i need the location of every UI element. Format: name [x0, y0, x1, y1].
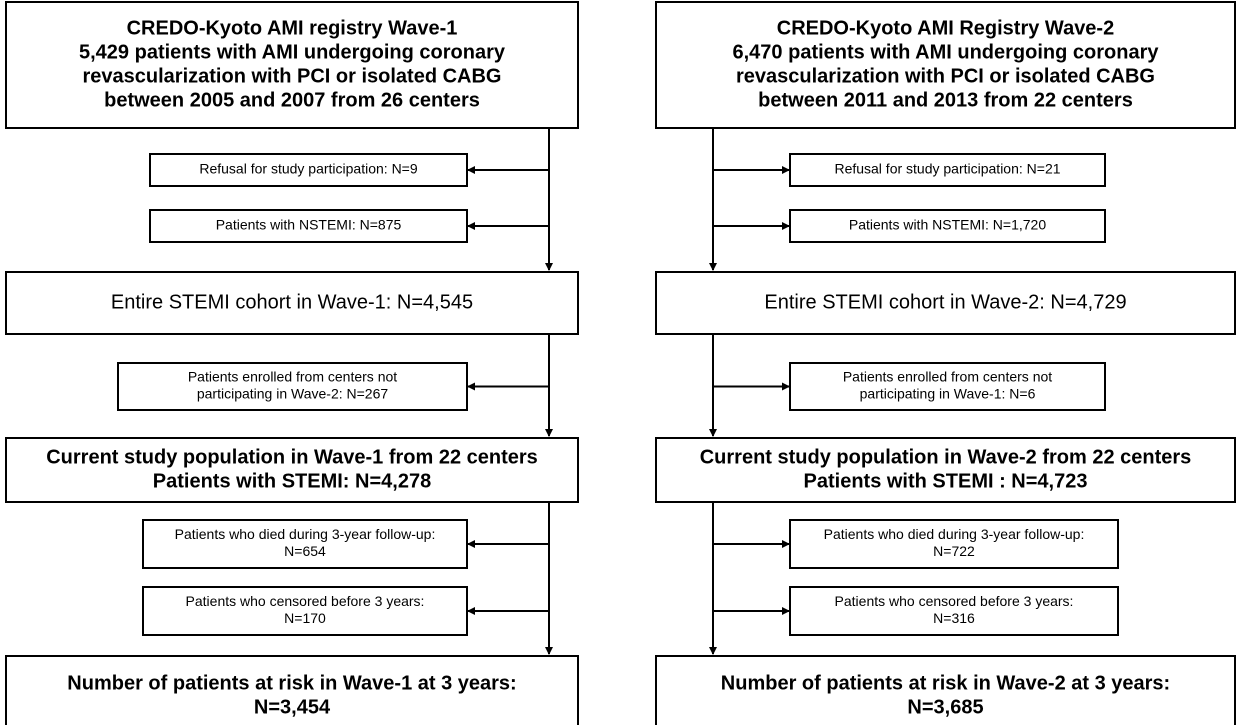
- exclusion-box-text: N=722: [933, 543, 975, 559]
- exclusion-box-text: N=654: [284, 543, 326, 559]
- exclusion-box-text: Patients enrolled from centers not: [188, 369, 397, 385]
- exclusion-box: [142, 586, 468, 636]
- main-box: [655, 1, 1236, 129]
- main-box: [655, 655, 1236, 725]
- exclusion-box: [789, 586, 1119, 636]
- main-box: [655, 271, 1236, 335]
- main-box-text: Current study population in Wave-1 from …: [46, 446, 538, 468]
- exclusion-box-text: Patients who censored before 3 years:: [835, 593, 1074, 609]
- main-box: [655, 437, 1236, 503]
- exclusion-box-text: N=170: [284, 610, 326, 626]
- main-box-text: revascularization with PCI or isolated C…: [83, 65, 502, 87]
- main-box-text: revascularization with PCI or isolated C…: [736, 65, 1155, 87]
- exclusion-box-text: Patients who censored before 3 years:: [186, 593, 425, 609]
- exclusion-box: [789, 153, 1106, 187]
- main-box-text: N=3,454: [254, 696, 331, 718]
- exclusion-box: [789, 362, 1106, 411]
- exclusion-box: [149, 153, 468, 187]
- exclusion-box: [789, 209, 1106, 243]
- exclusion-box: [142, 519, 468, 569]
- main-box: [5, 271, 579, 335]
- main-box-text: Patients with STEMI: N=4,278: [153, 470, 431, 492]
- main-box-text: Current study population in Wave-2 from …: [700, 446, 1192, 468]
- main-box-text: Entire STEMI cohort in Wave-2: N=4,729: [764, 291, 1126, 313]
- exclusion-box-text: Refusal for study participation: N=21: [834, 161, 1060, 177]
- main-box-text: Patients with STEMI : N=4,723: [804, 470, 1088, 492]
- main-box: [5, 1, 579, 129]
- main-box-text: N=3,685: [907, 696, 983, 718]
- exclusion-box-text: participating in Wave-2: N=267: [197, 386, 389, 402]
- main-box: [5, 437, 579, 503]
- main-box-text: CREDO-Kyoto AMI Registry Wave-2: [777, 17, 1114, 39]
- main-box-text: Entire STEMI cohort in Wave-1: N=4,545: [111, 291, 473, 313]
- exclusion-box: [149, 209, 468, 243]
- main-box-text: Number of patients at risk in Wave-1 at …: [67, 672, 516, 694]
- main-box-text: between 2005 and 2007 from 26 centers: [104, 89, 480, 111]
- exclusion-box-text: Patients with NSTEMI: N=875: [216, 217, 402, 233]
- main-box-text: 5,429 patients with AMI undergoing coron…: [79, 41, 506, 63]
- main-box-text: 6,470 patients with AMI undergoing coron…: [733, 41, 1160, 63]
- exclusion-box-text: Patients enrolled from centers not: [843, 369, 1052, 385]
- exclusion-box-text: participating in Wave-1: N=6: [860, 386, 1036, 402]
- exclusion-box-text: Patients who died during 3-year follow-u…: [824, 526, 1085, 542]
- exclusion-box-text: Patients who died during 3-year follow-u…: [175, 526, 436, 542]
- main-box-text: between 2011 and 2013 from 22 centers: [758, 89, 1133, 111]
- exclusion-box-text: Patients with NSTEMI: N=1,720: [849, 217, 1046, 233]
- exclusion-box-text: Refusal for study participation: N=9: [199, 161, 417, 177]
- main-box-text: CREDO-Kyoto AMI registry Wave-1: [127, 17, 458, 39]
- main-box: [5, 655, 579, 725]
- exclusion-box-text: N=316: [933, 610, 975, 626]
- exclusion-box: [789, 519, 1119, 569]
- exclusion-box: [117, 362, 468, 411]
- main-box-text: Number of patients at risk in Wave-2 at …: [721, 672, 1170, 694]
